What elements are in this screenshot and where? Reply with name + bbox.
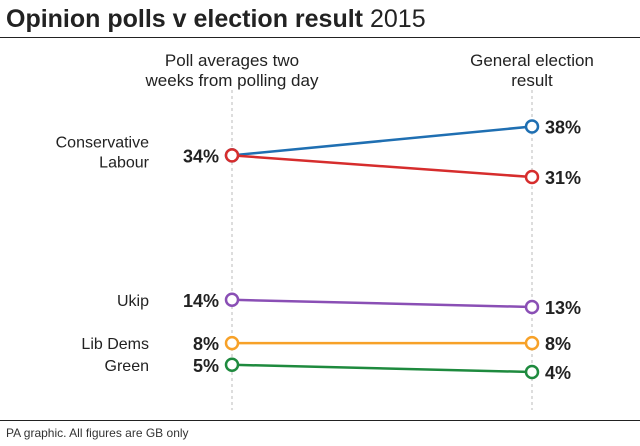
green-poll-point [224,357,240,373]
green-line [231,363,533,374]
ukip-party-label: Ukip [117,293,149,310]
result-column-header: General election result [470,51,594,90]
labour-party-label: Labour [99,154,149,171]
lib-dems-poll-label: 8% [193,334,219,354]
ukip-line [231,298,533,309]
labour-result-label: 31% [545,168,581,188]
ukip-result-label: 13% [545,298,581,318]
conservative-result-label: 38% [545,118,581,138]
ukip-poll-label: 14% [183,291,219,311]
ukip-poll-point [224,292,240,308]
labour-result-point [524,169,540,185]
lib-dems-party-label: Lib Dems [81,336,149,353]
chart-title: Opinion polls v election result 2015 [6,5,426,33]
labour-poll-point [224,148,240,163]
ukip-result-point [524,299,540,315]
conservative-poll-label: 34% [183,146,219,166]
conservative-line [231,125,533,157]
lib-dems-result-point [524,335,540,351]
lib-dems-poll-point [224,335,240,351]
green-result-point [524,364,540,380]
green-party-label: Green [105,358,149,375]
labour-line [231,154,533,179]
footnote: PA graphic. All figures are GB only [6,426,189,440]
poll-column-header: Poll averages two weeks from polling day [145,51,319,90]
green-poll-label: 5% [193,356,219,376]
lib-dems-result-label: 8% [545,334,571,354]
green-result-label: 4% [545,363,571,383]
conservative-result-point [524,119,540,134]
conservative-party-label: Conservative [56,134,149,151]
